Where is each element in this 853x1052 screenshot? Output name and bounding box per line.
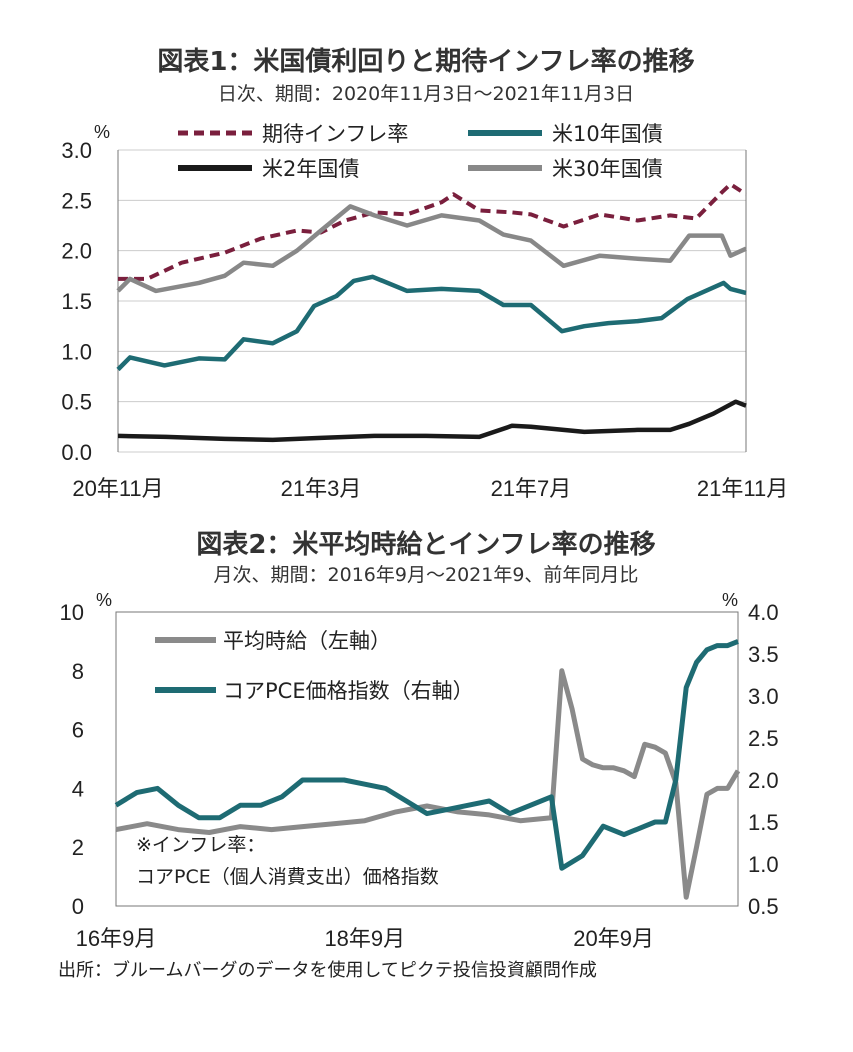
- chart2-legend: 平均時給（左軸） コアPCE価格指数（右軸）: [155, 629, 474, 703]
- x-tick-label: 21年7月: [491, 476, 572, 501]
- chart2-y-unit-left: %: [96, 590, 112, 610]
- y-right-tick-label: 2.5: [748, 726, 779, 751]
- chart2-x-ticks: 16年9月 18年9月 20年9月: [76, 926, 654, 951]
- y-tick-label: 1.0: [61, 339, 92, 364]
- legend-item-us10y: 米10年国債: [468, 122, 663, 146]
- chart1-title: 図表1：米国債利回りと期待インフレ率の推移: [157, 46, 694, 77]
- y-tick-label: 3.0: [61, 138, 92, 163]
- legend-label-us2y: 米2年国債: [262, 157, 359, 181]
- source-note: 出所：ブルームバーグのデータを使用してピクテ投信投資顧問作成: [58, 959, 597, 981]
- chart2-note-line2: コアPCE（個人消費支出）価格指数: [136, 866, 439, 888]
- series-line-0: [118, 182, 748, 281]
- x-tick-label: 21年3月: [281, 476, 362, 501]
- y-tick-label: 2.5: [61, 188, 92, 213]
- series-line-1: [116, 274, 747, 372]
- chart1-y-ticks: 3.0 2.5 2.0 1.5 1.0 0.5 0.0: [61, 138, 92, 465]
- y-left-tick-label: 10: [60, 600, 84, 625]
- chart1-gridlines: [118, 149, 746, 453]
- legend-item-us2y: 米2年国債: [178, 157, 359, 181]
- legend-label-core-pce: コアPCE価格指数（右軸）: [223, 679, 474, 703]
- legend-label-expected-inflation: 期待インフレ率: [262, 122, 408, 146]
- y-left-tick-label: 6: [72, 718, 84, 743]
- legend-item-expected-inflation: 期待インフレ率: [178, 122, 408, 146]
- x-tick-label: 21年11月: [697, 476, 788, 501]
- legend-label-avg-hourly-earnings: 平均時給（左軸）: [223, 629, 391, 653]
- chart1: 図表1：米国債利回りと期待インフレ率の推移 日次、期間：2020年11月3日～2…: [61, 46, 788, 501]
- y-left-tick-label: 0: [72, 894, 84, 919]
- legend-item-core-pce: コアPCE価格指数（右軸）: [155, 679, 474, 703]
- chart1-legend: 期待インフレ率 米10年国債 米2年国債 米30年国債: [178, 122, 663, 181]
- y-right-tick-label: 3.5: [748, 642, 779, 667]
- series-line-2: [117, 399, 747, 443]
- y-right-tick-label: 0.5: [748, 894, 779, 919]
- chart1-x-ticks: 20年11月 21年3月 21年7月 21年11月: [72, 476, 788, 501]
- chart1-series: [116, 182, 748, 443]
- legend-label-us10y: 米10年国債: [552, 122, 663, 146]
- chart2-y-unit-right: %: [722, 590, 738, 610]
- chart1-subtitle: 日次、期間：2020年11月3日～2021年11月3日: [218, 83, 634, 105]
- y-right-tick-label: 2.0: [748, 768, 779, 793]
- legend-label-us30y: 米30年国債: [552, 157, 663, 181]
- chart2-title: 図表2：米平均時給とインフレ率の推移: [196, 529, 655, 560]
- chart2-subtitle: 月次、期間：2016年9月～2021年9、前年同月比: [214, 564, 639, 586]
- series-line-0: [115, 668, 741, 900]
- chart2: 図表2：米平均時給とインフレ率の推移 月次、期間：2016年9月～2021年9、…: [60, 529, 779, 951]
- legend-item-us30y: 米30年国債: [468, 157, 663, 181]
- chart1-y-unit: %: [94, 122, 110, 142]
- y-tick-label: 1.5: [61, 289, 92, 314]
- chart2-y-ticks-left: 10 8 6 4 2 0: [60, 600, 84, 919]
- chart2-note-line1: ※インフレ率：: [136, 834, 265, 856]
- legend-item-avg-hourly-earnings: 平均時給（左軸）: [155, 629, 391, 653]
- y-tick-label: 0.0: [61, 440, 92, 465]
- y-right-tick-label: 4.0: [748, 600, 779, 625]
- x-tick-label: 20年9月: [573, 926, 654, 951]
- y-tick-label: 2.0: [61, 239, 92, 264]
- series-line-1: [114, 639, 739, 871]
- x-tick-label: 20年11月: [72, 476, 163, 501]
- chart2-plot-frame: [115, 611, 739, 907]
- y-right-tick-label: 1.5: [748, 810, 779, 835]
- y-tick-label: 0.5: [61, 390, 92, 415]
- y-left-tick-label: 4: [72, 776, 84, 801]
- series-line-3: [116, 204, 747, 294]
- y-left-tick-label: 8: [72, 659, 84, 684]
- y-right-tick-label: 1.0: [748, 852, 779, 877]
- chart2-y-ticks-right: 4.0 3.5 3.0 2.5 2.0 1.5 1.0 0.5: [748, 600, 779, 919]
- y-left-tick-label: 2: [72, 835, 84, 860]
- x-tick-label: 16年9月: [76, 926, 157, 951]
- y-right-tick-label: 3.0: [748, 684, 779, 709]
- chart2-series: [114, 639, 741, 900]
- x-tick-label: 18年9月: [324, 926, 405, 951]
